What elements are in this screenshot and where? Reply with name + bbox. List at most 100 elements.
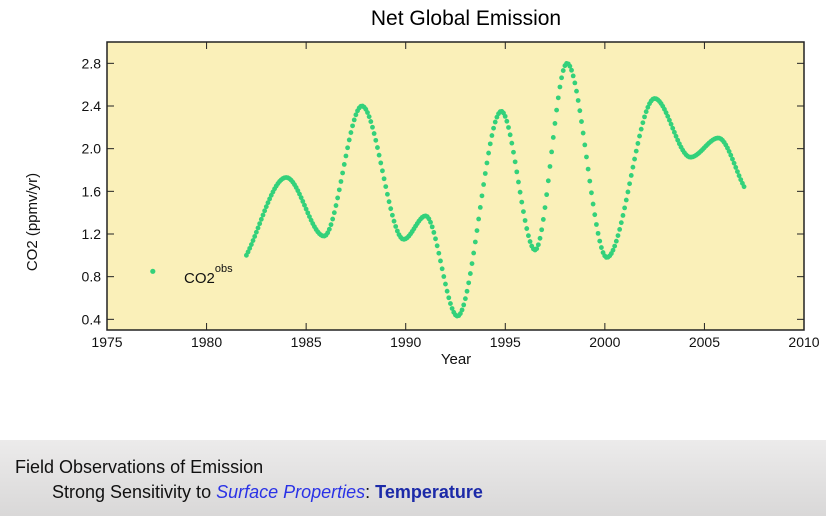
data-point <box>633 148 639 154</box>
legend-label-sup: obs <box>215 263 233 275</box>
y-tick-label: 0.8 <box>82 269 102 285</box>
data-point <box>365 110 370 115</box>
data-point <box>645 104 651 110</box>
data-point <box>487 141 493 147</box>
data-point <box>366 114 372 120</box>
data-point <box>506 125 511 130</box>
data-point <box>302 202 307 208</box>
data-point <box>305 210 311 216</box>
data-point <box>444 288 450 294</box>
data-point <box>589 190 594 196</box>
data-point <box>348 130 354 135</box>
x-tick-label: 1975 <box>91 334 122 350</box>
data-point <box>328 222 334 228</box>
data-point <box>471 250 477 256</box>
data-point <box>448 301 453 306</box>
data-point <box>439 266 445 272</box>
data-point <box>615 233 621 239</box>
caption-highlight: Surface Properties <box>216 482 366 502</box>
y-axis-label: CO2 (ppmv/yr) <box>24 173 41 271</box>
data-point <box>431 230 437 235</box>
data-point <box>620 213 626 218</box>
data-point <box>388 206 394 212</box>
data-point <box>486 150 491 156</box>
data-point <box>248 242 254 247</box>
data-point <box>559 75 564 81</box>
data-point <box>545 178 551 184</box>
data-point <box>381 176 387 182</box>
data-point <box>557 84 563 90</box>
data-point <box>579 119 584 124</box>
data-point <box>474 228 480 234</box>
data-point <box>623 197 629 203</box>
legend: CO2obs <box>150 263 233 287</box>
data-point <box>482 171 488 176</box>
data-point <box>467 271 473 276</box>
data-point <box>544 192 550 198</box>
data-point <box>393 224 399 229</box>
data-point <box>567 63 573 69</box>
chart-title: Net Global Emission <box>371 7 561 30</box>
data-point <box>343 153 349 159</box>
data-point <box>735 169 740 174</box>
data-point <box>353 112 359 118</box>
x-tick-label: 2010 <box>788 334 819 350</box>
y-tick-label: 0.4 <box>82 311 102 327</box>
y-tick-label: 1.2 <box>82 226 102 242</box>
data-point <box>628 173 634 178</box>
chart-svg: Net Global Emission Year CO2 (ppmv/yr) 1… <box>24 7 820 368</box>
legend-marker <box>150 268 156 274</box>
data-point <box>534 246 540 252</box>
data-point <box>640 120 646 126</box>
data-point <box>668 121 674 127</box>
data-point <box>257 221 263 227</box>
x-tick-label: 1995 <box>490 334 521 350</box>
data-point <box>250 238 256 243</box>
data-point <box>667 117 672 123</box>
data-point <box>612 243 618 249</box>
data-point <box>516 179 521 185</box>
data-point <box>476 216 482 222</box>
data-point <box>331 210 337 216</box>
data-point <box>590 201 596 207</box>
data-point <box>297 191 302 197</box>
data-point <box>341 162 347 167</box>
data-point <box>245 249 251 255</box>
data-point <box>262 208 268 214</box>
data-point <box>303 206 309 212</box>
legend-label-main: CO2 <box>184 270 215 287</box>
plot-area <box>106 41 805 331</box>
caption-footer: Field Observations of Emission Strong Se… <box>0 440 826 516</box>
data-point <box>394 228 400 234</box>
data-point <box>597 238 603 244</box>
data-point <box>459 307 465 313</box>
data-point <box>580 130 586 136</box>
data-point <box>594 222 599 227</box>
chart: Net Global Emission Year CO2 (ppmv/yr) 1… <box>24 7 820 368</box>
data-point <box>464 288 470 294</box>
data-point <box>575 98 581 103</box>
caption-colon: : <box>365 482 376 502</box>
x-tick-label: 2005 <box>689 334 720 350</box>
data-point <box>428 219 433 225</box>
data-point <box>673 133 679 139</box>
data-point <box>733 165 739 170</box>
data-point <box>555 95 561 101</box>
data-point <box>253 229 259 235</box>
data-point <box>373 137 379 143</box>
data-point <box>670 125 676 131</box>
data-point <box>665 113 671 119</box>
data-point <box>511 149 516 155</box>
data-points <box>244 61 747 319</box>
data-point <box>481 182 487 187</box>
data-point <box>351 117 357 123</box>
data-point <box>368 119 374 124</box>
data-point <box>550 135 556 140</box>
data-point <box>466 280 472 286</box>
data-point <box>386 199 392 205</box>
data-point <box>380 168 385 174</box>
data-point <box>436 250 442 256</box>
data-point <box>582 142 588 148</box>
x-tick-label: 2000 <box>589 334 620 350</box>
data-point <box>489 133 495 138</box>
